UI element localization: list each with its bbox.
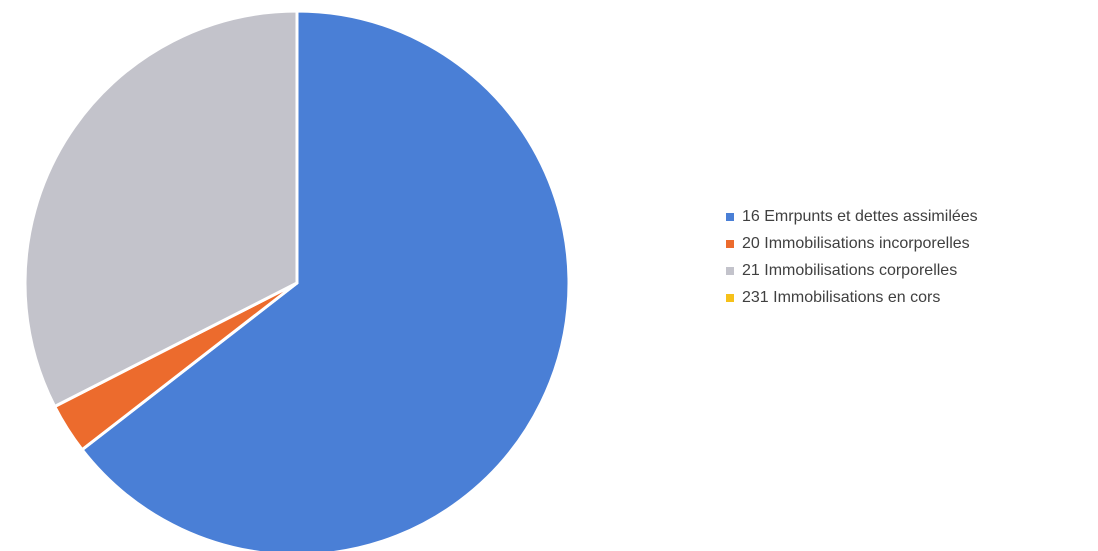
- legend-item: 16 Emrpunts et dettes assimilées: [726, 203, 1096, 230]
- legend-label: 21 Immobilisations corporelles: [742, 261, 958, 279]
- legend-item: 20 Immobilisations incorporelles: [726, 230, 1096, 257]
- legend-swatch-icon: [726, 239, 734, 248]
- legend-swatch-icon: [726, 212, 734, 221]
- legend-item: 21 Immobilisations corporelles: [726, 257, 1096, 284]
- legend-swatch-icon: [726, 266, 734, 275]
- legend-item: 231 Immobilisations en cors: [726, 284, 1096, 311]
- legend-label: 20 Immobilisations incorporelles: [742, 234, 970, 252]
- legend-label: 231 Immobilisations en cors: [742, 288, 941, 306]
- pie-slice-2: [23, 9, 299, 408]
- chart-legend: 16 Emrpunts et dettes assimilées 20 Immo…: [726, 203, 1096, 311]
- pie-slice-0: [80, 9, 571, 551]
- legend-label: 16 Emrpunts et dettes assimilées: [742, 207, 978, 225]
- legend-swatch-icon: [726, 293, 734, 302]
